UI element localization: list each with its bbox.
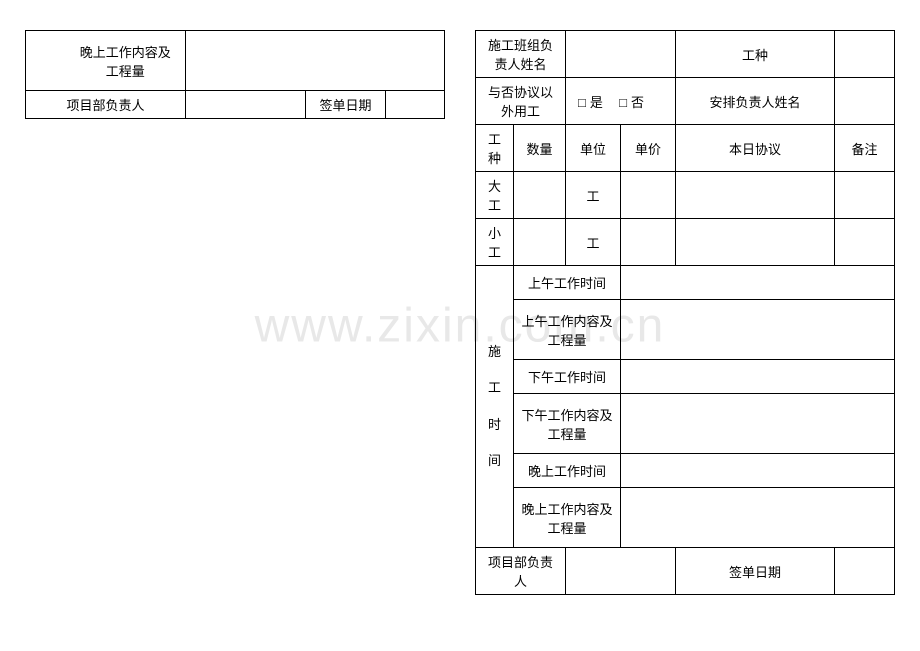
morning-content-label: 上午工作内容及 工程量	[514, 300, 621, 360]
afternoon-content-value	[621, 394, 895, 454]
left-table: 晚上工作内容及 工程量 项目部负责人 签单日期	[25, 30, 445, 119]
left-table-panel: 晚上工作内容及 工程量 项目部负责人 签单日期	[25, 30, 445, 595]
col-worktype: 工种	[476, 125, 514, 172]
right-table-panel: 施工班组负 责人姓名 工种 与否协议以 外用工 □ 是 □ 否 安排负责人姓名 工种…	[475, 30, 895, 595]
junior-price	[621, 219, 676, 266]
construction-time-text: 施工时间	[482, 334, 507, 480]
senior-worker-label: 大工	[476, 172, 514, 219]
senior-agreement	[676, 172, 835, 219]
yes-label: 是	[590, 95, 603, 110]
col-unit: 单位	[566, 125, 621, 172]
senior-remark	[835, 172, 895, 219]
project-leader-value-left	[186, 91, 306, 119]
yes-no-cell: □ 是 □ 否	[566, 78, 676, 125]
team-leader-label: 施工班组负 责人姓名	[476, 31, 566, 78]
evening-content-label-right: 晚上工作内容及 工程量	[514, 488, 621, 548]
left-spacer-cell	[26, 31, 66, 91]
work-type-label: 工种	[676, 31, 835, 78]
afternoon-content-label: 下午工作内容及 工程量	[514, 394, 621, 454]
project-leader-label-left: 项目部负责人	[26, 91, 186, 119]
senior-price	[621, 172, 676, 219]
col-remark: 备注	[835, 125, 895, 172]
junior-remark	[835, 219, 895, 266]
afternoon-time-label: 下午工作时间	[514, 360, 621, 394]
junior-qty	[514, 219, 566, 266]
evening-content-value	[186, 31, 445, 91]
sign-date-value-left	[386, 91, 445, 119]
checkbox-no-icon: □	[619, 95, 627, 111]
col-price: 单价	[621, 125, 676, 172]
sign-date-label-left: 签单日期	[306, 91, 386, 119]
arrange-leader-value	[835, 78, 895, 125]
evening-time-label: 晚上工作时间	[514, 454, 621, 488]
junior-worker-label: 小工	[476, 219, 514, 266]
afternoon-time-value	[621, 360, 895, 394]
evening-content-label: 晚上工作内容及 工程量	[66, 31, 186, 91]
evening-content-value-right	[621, 488, 895, 548]
senior-qty	[514, 172, 566, 219]
work-type-value	[835, 31, 895, 78]
col-quantity: 数量	[514, 125, 566, 172]
sign-date-value-right	[835, 548, 895, 595]
external-worker-label: 与否协议以 外用工	[476, 78, 566, 125]
arrange-leader-label: 安排负责人姓名	[676, 78, 835, 125]
col-agreement: 本日协议	[676, 125, 835, 172]
junior-agreement	[676, 219, 835, 266]
sign-date-label-right: 签单日期	[676, 548, 835, 595]
right-table: 施工班组负 责人姓名 工种 与否协议以 外用工 □ 是 □ 否 安排负责人姓名 工种…	[475, 30, 895, 595]
project-leader-label-right: 项目部负责人	[476, 548, 566, 595]
evening-time-value	[621, 454, 895, 488]
morning-content-value	[621, 300, 895, 360]
project-leader-value-right	[566, 548, 676, 595]
no-label: 否	[631, 95, 644, 110]
morning-time-label: 上午工作时间	[514, 266, 621, 300]
checkbox-yes-icon: □	[578, 95, 586, 111]
main-container: 晚上工作内容及 工程量 项目部负责人 签单日期 施工班组负 责人姓名 工种 与否…	[0, 0, 920, 625]
morning-time-value	[621, 266, 895, 300]
team-leader-value	[566, 31, 676, 78]
construction-time-vertical: 施工时间	[476, 266, 514, 548]
senior-unit: 工	[566, 172, 621, 219]
junior-unit: 工	[566, 219, 621, 266]
